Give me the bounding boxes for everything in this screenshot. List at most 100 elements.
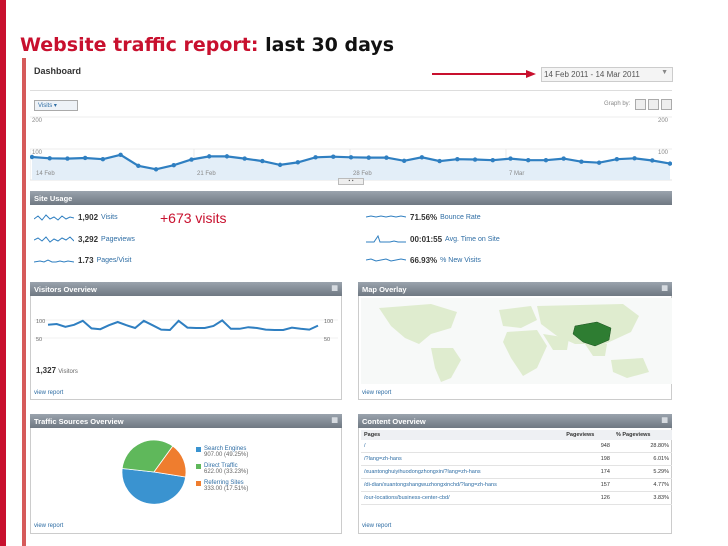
data-point [242,156,247,161]
metric-new-visits[interactable]: 66.93% % New Visits [366,256,481,265]
visitors-series-line [47,319,319,332]
view-report-link[interactable]: view report [362,390,392,396]
metric-value: 00:01:55 [410,235,443,244]
visitors-line-chart[interactable]: 100 50 100 50 [34,312,338,352]
page-link[interactable]: /di-dian/xuantongshangwuzhongxinchd/?lan… [361,478,564,492]
chart-scrollbar[interactable]: ▪ ▪ [338,178,364,185]
metric-visits[interactable]: 1,902 Visits [34,213,118,222]
data-point [632,156,637,161]
data-point [437,158,442,164]
grip-icon[interactable]: ▦ [661,417,668,424]
legend-label: Referring Sites [204,480,244,486]
data-point [348,155,354,160]
page-link[interactable]: /xuantonghuiyihuodongzhongxin/?lang=zh-h… [361,465,564,479]
content-overview-header: Content Overview ▦ [358,414,672,428]
data-point [260,158,265,164]
data-point [472,157,478,162]
graph-by-label: Graph by: [604,101,631,107]
slide-title: Website traffic report: last 30 days [20,34,394,56]
column-header: Pages [361,430,564,440]
data-point [455,157,460,162]
chevron-down-icon: ▼ [661,69,668,76]
data-point [596,160,602,165]
data-point [30,154,35,160]
metric-pageviews[interactable]: 3,292 Pageviews [34,235,135,244]
metric-label: Bounce Rate [440,214,481,221]
metric-selector[interactable]: Visits ▾ [34,100,78,111]
data-point [401,158,407,163]
grip-icon[interactable]: ▦ [331,417,338,424]
page-link[interactable]: / [361,440,564,453]
visits-annotation: +673 visits [160,210,227,226]
pie-slice[interactable] [121,439,174,473]
date-range-picker[interactable]: 14 Feb 2011 - 14 Mar 2011 ▼ [541,67,673,82]
data-point [667,161,672,166]
visitors-overview-header: Visitors Overview ▦ [30,282,342,296]
view-report-link[interactable]: view report [34,390,64,396]
pct-pageviews-cell: 3.83% [612,491,672,505]
y-tick-label: 50 [36,337,42,343]
data-point [171,162,176,168]
page-link[interactable]: /?lang=zh-hans [361,452,564,466]
metric-pages-per-visit[interactable]: 1.73 Pages/Visit [34,256,131,265]
data-point [650,158,655,163]
data-point [419,155,425,160]
data-point [207,154,212,159]
legend-item-direct-traffic: Direct Traffic 622.00 (33.23%) [196,463,248,475]
y-tick-label-right: 200 [658,118,669,124]
visits-line-chart[interactable]: 200 100 200 100 14 Feb 21 Feb 28 Feb 7 M… [30,113,672,181]
world-map-image [379,304,649,382]
pie-slice[interactable] [153,445,187,478]
table-row: /di-dian/xuantongshangwuzhongxinchd/?lan… [361,478,672,492]
traffic-sources-pie-chart[interactable] [120,438,188,506]
metric-avg-time[interactable]: 00:01:55 Avg. Time on Site [366,235,500,244]
grip-icon[interactable]: ▦ [331,285,338,292]
legend-item-search-engines: Search Engines 907.00 (49.25%) [196,446,248,458]
data-point [224,154,230,159]
date-range-label: 14 Feb 2011 - 14 Mar 2011 [544,70,640,79]
traffic-sources-panel [30,428,342,534]
pct-pageviews-cell: 5.29% [612,465,672,479]
table-row: /xuantonghuiyihuodongzhongxin/?lang=zh-h… [361,465,672,479]
data-point [277,162,283,168]
legend-value: 333.00 (17.51%) [204,486,249,492]
dashboard-title: Dashboard [34,66,82,76]
graph-by-month-button[interactable] [661,99,672,110]
data-point [189,157,194,162]
map-overlay-header: Map Overlay ▦ [358,282,672,296]
view-report-link[interactable]: view report [34,523,64,529]
metric-label: Pages/Visit [96,257,132,264]
column-header: Pageviews [563,430,613,440]
legend-item-referring-sites: Referring Sites 333.00 (17.51%) [196,480,248,492]
y-tick-label-right: 100 [658,150,669,156]
slide-title-main: Website traffic report: [20,34,259,56]
metric-bounce-rate[interactable]: 71.56% Bounce Rate [366,213,481,222]
legend-label: Direct Traffic [204,463,238,469]
pageviews-cell: 198 [563,452,613,466]
table-row: /our-locations/business-center-cbd/ 126 … [361,491,672,505]
graph-by-week-button[interactable] [648,99,659,110]
content-table: Pages Pageviews % Pageviews / 948 28.80%… [361,430,672,505]
data-point [295,160,301,165]
page-link[interactable]: /our-locations/business-center-cbd/ [361,491,564,505]
pie-slice[interactable] [121,468,187,505]
data-point [153,167,159,172]
traffic-sources-header: Traffic Sources Overview ▦ [30,414,342,428]
sparkline-icon [366,235,406,243]
view-report-link[interactable]: view report [362,523,392,529]
slide-title-sub: last 30 days [265,34,395,56]
metric-label: Visits [101,214,118,221]
x-tick-label: 21 Feb [197,171,216,177]
data-point [118,152,123,157]
grip-icon[interactable]: ▦ [661,285,668,292]
x-tick-label: 14 Feb [36,171,55,177]
legend-value: 907.00 (49.25%) [204,452,249,458]
data-point [313,155,318,160]
graph-by-day-button[interactable] [635,99,646,110]
metric-value: 71.56% [410,213,438,222]
table-row: / 948 28.80% [361,440,672,453]
data-point [82,155,88,161]
data-point [526,157,531,163]
pageviews-cell: 948 [563,440,613,453]
world-map[interactable] [361,298,672,384]
